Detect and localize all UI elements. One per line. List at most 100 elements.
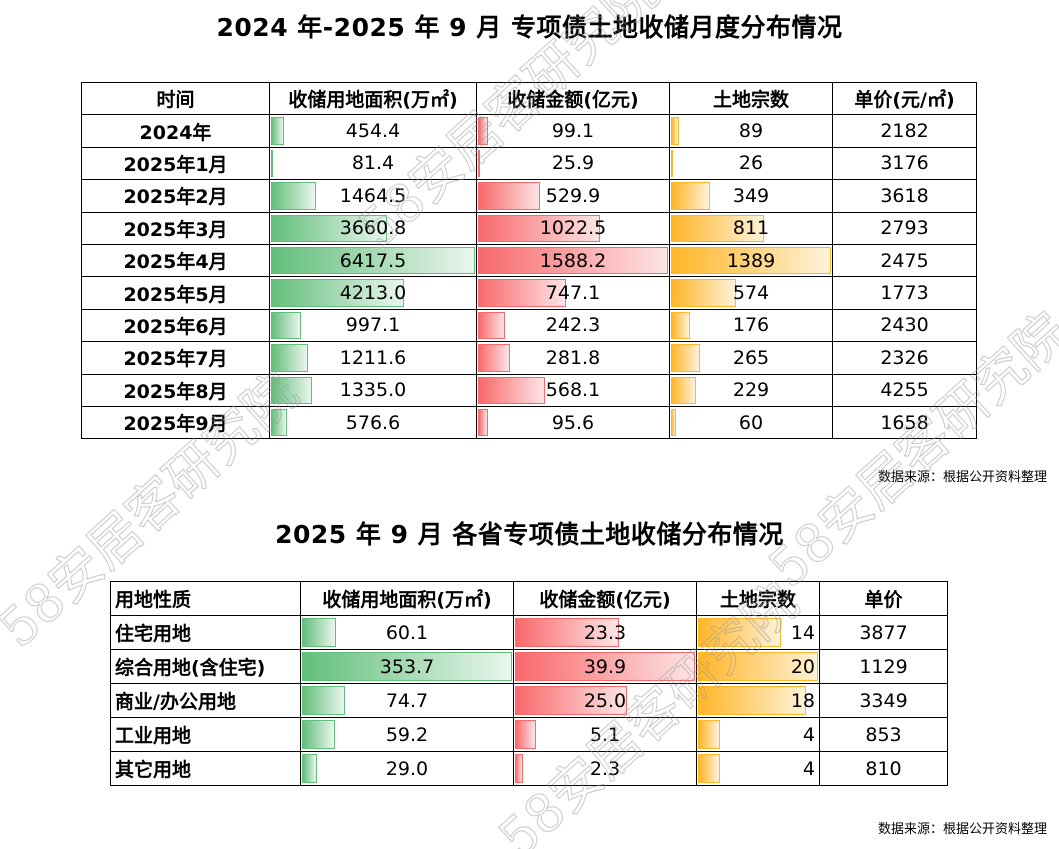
data-bar	[515, 720, 537, 749]
cell-value: 59.2	[385, 723, 429, 746]
data-bar	[271, 149, 273, 178]
cell-value: 574	[732, 282, 770, 305]
data-bar	[515, 754, 524, 783]
table-row: 2025年7月 1211.6 281.8 265 2326	[81, 341, 977, 375]
cell-value: 60.1	[385, 621, 429, 644]
data-bar	[271, 246, 475, 275]
table-cell: 1464.5	[269, 179, 477, 213]
table-cell: 853	[819, 717, 948, 752]
data-bar	[515, 652, 695, 681]
table-cell: 529.9	[476, 179, 670, 213]
cell-value: 2.3	[589, 757, 621, 780]
table-row: 2025年9月 576.6 95.6 60 1658	[81, 405, 977, 440]
data-bar	[271, 182, 316, 210]
row-label: 2025年6月	[81, 308, 270, 343]
cell-value: 20	[790, 655, 815, 678]
data-bar	[302, 686, 345, 715]
table-cell: 3349	[819, 683, 948, 718]
cell-value: 29.0	[385, 757, 429, 780]
table-cell: 1389	[669, 243, 833, 278]
data-bar	[671, 344, 700, 372]
table-cell: 39.9	[513, 649, 697, 684]
data-bar	[271, 311, 301, 340]
table-cell: 60.1	[300, 615, 514, 650]
table-cell: 1658	[832, 405, 977, 440]
row-label: 2025年9月	[81, 405, 270, 440]
monthly-distribution-table: 时间 收储用地面积(万㎡) 收储金额(亿元) 土地宗数 单价(元/㎡) 2024年 454…	[81, 81, 977, 440]
cell-value: 4	[802, 757, 815, 780]
table-cell: 242.3	[476, 308, 670, 343]
data-bar	[671, 149, 673, 178]
cell-value: 176	[732, 314, 770, 337]
table-cell: 74.7	[300, 683, 514, 718]
table-cell: 568.1	[476, 373, 670, 407]
row-label: 住宅用地	[110, 615, 301, 650]
data-bar	[478, 246, 668, 275]
data-bar	[302, 720, 336, 749]
table-cell: 89	[669, 114, 833, 148]
table-row: 2024年 454.4 99.1 89 2182	[81, 114, 977, 148]
cell-value: 81.4	[351, 152, 395, 175]
row-label: 其它用地	[110, 751, 301, 786]
data-bar	[302, 618, 337, 647]
cell-value: 281.8	[545, 346, 601, 369]
table-row: 住宅用地 60.1 23.3 14 3877	[110, 615, 948, 650]
column-header: 单价(元/㎡)	[832, 81, 977, 116]
cell-value: 18	[790, 689, 815, 712]
cell-value: 4	[802, 723, 815, 746]
cell-value: 26	[738, 152, 764, 175]
column-header: 收储用地面积(万㎡)	[300, 581, 514, 616]
cell-value: 4213.0	[339, 282, 407, 305]
cell-value: 242.3	[545, 314, 601, 337]
table-cell: 454.4	[269, 114, 477, 148]
data-bar	[698, 720, 721, 749]
table-cell: 25.9	[476, 146, 670, 181]
cell-value: 3618	[880, 184, 929, 207]
data-bar	[271, 376, 312, 404]
table-row: 2025年6月 997.1 242.3 176 2430	[81, 308, 977, 343]
table-cell: 1129	[819, 649, 948, 684]
cell-value: 39.9	[583, 655, 627, 678]
data-bar	[515, 686, 628, 715]
chart-title-land-type: 2025 年 9 月 各省专项债土地收储分布情况	[275, 520, 784, 549]
row-label: 商业/办公用地	[110, 683, 301, 718]
table-row: 2025年5月 4213.0 747.1 574 1773	[81, 276, 977, 310]
table-cell: 2182	[832, 114, 977, 148]
cell-value: 2475	[880, 249, 929, 272]
table-row: 其它用地 29.0 2.3 4 810	[110, 751, 948, 786]
cell-value: 4255	[880, 379, 929, 402]
data-bar	[478, 311, 506, 340]
table-cell: 265	[669, 341, 833, 375]
row-label: 工业用地	[110, 717, 301, 752]
data-bar	[478, 408, 488, 437]
cell-value: 23.3	[583, 621, 627, 644]
cell-value: 1022.5	[539, 217, 607, 240]
row-label: 2025年4月	[81, 243, 270, 278]
table-cell: 1588.2	[476, 243, 670, 278]
data-bar	[478, 376, 545, 404]
cell-value: 811	[732, 217, 770, 240]
cell-value: 89	[738, 120, 764, 143]
cell-value: 1389	[726, 249, 776, 272]
table-cell: 1022.5	[476, 211, 670, 245]
data-bar	[478, 149, 480, 178]
table-cell: 4	[696, 751, 820, 786]
column-header: 单价	[819, 581, 948, 616]
table-cell: 81.4	[269, 146, 477, 181]
table-cell: 99.1	[476, 114, 670, 148]
table-cell: 3877	[819, 615, 948, 650]
table-cell: 2430	[832, 308, 977, 343]
cell-value: 3349	[859, 689, 908, 712]
table-cell: 5.1	[513, 717, 697, 752]
column-header: 收储用地面积(万㎡)	[269, 81, 477, 116]
data-bar	[302, 652, 512, 681]
cell-value: 1588.2	[539, 249, 607, 272]
data-bar	[671, 246, 831, 275]
data-bar	[698, 754, 721, 783]
table-cell: 576.6	[269, 405, 477, 440]
data-bar	[478, 214, 600, 242]
table-cell: 811	[669, 211, 833, 245]
table-row: 2025年3月 3660.8 1022.5 811 2793	[81, 211, 977, 245]
data-bar	[271, 344, 308, 372]
data-bar	[271, 117, 284, 145]
